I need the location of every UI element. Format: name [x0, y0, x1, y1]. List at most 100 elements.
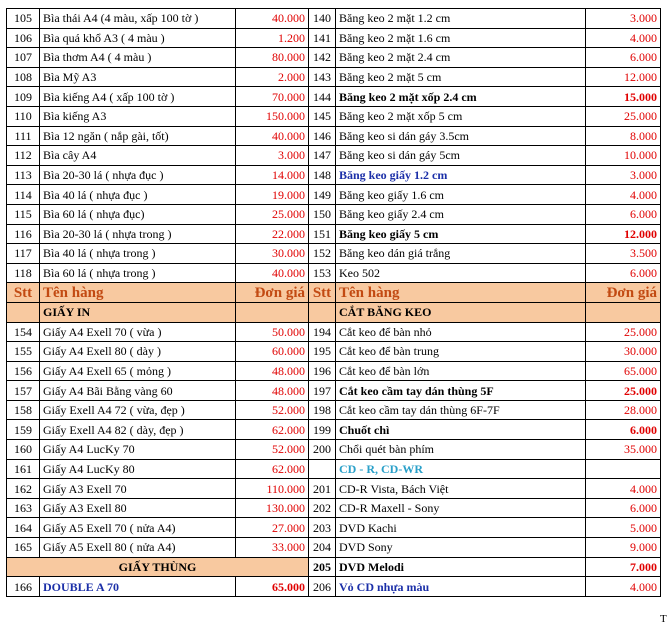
column-header-name: Tên hàng: [335, 282, 586, 303]
item-number: 156: [6, 360, 40, 382]
section-title-giay-in: GIẤY IN: [39, 301, 236, 323]
item-number: 107: [6, 47, 40, 68]
item-number: 159: [6, 419, 40, 441]
item-name: DVD Sony: [335, 537, 586, 558]
item-price: 48.000: [235, 380, 309, 401]
section-spacer: [6, 301, 40, 323]
item-number: 161: [6, 458, 40, 480]
item-price: 14.000: [235, 164, 309, 186]
item-price: 40.000: [235, 8, 309, 29]
item-number: 199: [308, 419, 336, 441]
item-price: 6.000: [585, 47, 661, 68]
item-price: 9.000: [585, 537, 661, 558]
item-number: 163: [6, 497, 40, 519]
item-price: 6.000: [585, 419, 661, 441]
item-name: Keo 502: [335, 262, 586, 284]
item-price: 1.200: [235, 27, 309, 49]
item-name: Bìa 40 lá ( nhựa đục ): [39, 184, 236, 205]
item-name: Băng keo 2 mặt 1.6 cm: [335, 27, 586, 49]
item-price: 22.000: [235, 223, 309, 245]
item-price: 27.000: [235, 517, 309, 539]
item-number: 201: [308, 478, 336, 499]
item-price: 50.000: [235, 321, 309, 343]
item-number: [308, 458, 336, 480]
item-number: 148: [308, 164, 336, 186]
item-number: 143: [308, 66, 336, 88]
item-price: 35.000: [585, 439, 661, 460]
item-price: 4.000: [585, 576, 661, 597]
item-number: 150: [308, 203, 336, 225]
item-price: 7.000: [585, 556, 661, 578]
item-number: 144: [308, 86, 336, 107]
table-row: 166 DOUBLE A 70 65.000 206 Vỏ CD nhựa màu 4.0…: [6, 576, 661, 597]
item-number: 147: [308, 145, 336, 166]
item-price: 62.000: [235, 458, 309, 480]
table-row: 107 Bìa thơm A4 ( 4 màu ) 80.000 142 Băng ke…: [6, 47, 661, 68]
item-name: Giấy A4 Exell 70 ( vừa ): [39, 321, 236, 343]
item-price: 33.000: [235, 537, 309, 558]
item-price: 25.000: [585, 321, 661, 343]
item-number: 158: [6, 399, 40, 421]
item-price: 40.000: [235, 262, 309, 284]
item-price: 25.000: [235, 203, 309, 225]
item-name: Chuốt chì: [335, 419, 586, 441]
item-name: Cắt keo để bàn lớn: [335, 360, 586, 382]
item-name: Cắt keo cầm tay dán thùng 6F-7F: [335, 399, 586, 421]
item-number: 116: [6, 223, 40, 245]
item-name: Băng keo 2 mặt 5 cm: [335, 66, 586, 88]
item-price: 8.000: [585, 125, 661, 147]
item-number: 105: [6, 8, 40, 29]
item-name: Giấy Exell A4 72 ( vừa, đẹp ): [39, 399, 236, 421]
item-number: 111: [6, 125, 40, 147]
item-name: Vỏ CD nhựa màu: [335, 576, 586, 597]
item-name: Bìa kiếng A3: [39, 105, 236, 127]
item-price: 3.500: [585, 243, 661, 264]
table-row: 162 Giấy A3 Exell 70 110.000 201 CD-R Vista,…: [6, 478, 661, 499]
table-row: 111 Bìa 12 ngăn ( nắp gài, tốt) 40.000 146 B…: [6, 125, 661, 147]
section-title-cat-bang-keo: CẮT BĂNG KEO: [335, 301, 586, 323]
item-name: DVD Melodi: [335, 556, 586, 578]
item-price: 6.000: [585, 262, 661, 284]
table-row: 113 Bìa 20-30 lá ( nhựa đục ) 14.000 148 Băn…: [6, 164, 661, 186]
item-price: 10.000: [585, 145, 661, 166]
section-row: GIẤY IN CẮT BĂNG KEO: [6, 301, 661, 323]
item-price: 3.000: [235, 145, 309, 166]
table-row: 165 Giấy A5 Exell 80 ( nửa A4) 33.000 204 DV…: [6, 537, 661, 558]
item-number: 141: [308, 27, 336, 49]
item-price: [585, 458, 661, 480]
section-row: GIẤY THÙNG 205 DVD Melodi 7.000: [6, 556, 661, 578]
item-name: Băng keo giấy 1.2 cm: [335, 164, 586, 186]
item-price: 5.000: [585, 517, 661, 539]
item-price: 12.000: [585, 66, 661, 88]
item-number: 140: [308, 8, 336, 29]
item-name: Giấy A4 LucKy 70: [39, 439, 236, 460]
item-name: Giấy A4 Bãi Bằng vàng 60: [39, 380, 236, 401]
item-number: 118: [6, 262, 40, 284]
item-name: Giấy A4 LucKy 80: [39, 458, 236, 480]
item-name: Băng keo giấy 1.6 cm: [335, 184, 586, 205]
item-name: Băng keo dán giá trắng: [335, 243, 586, 264]
item-name: Bìa 20-30 lá ( nhựa đục ): [39, 164, 236, 186]
item-number: 109: [6, 86, 40, 107]
item-name: Giấy A5 Exell 70 ( nửa A4): [39, 517, 236, 539]
item-price: 65.000: [235, 576, 309, 597]
item-number: 145: [308, 105, 336, 127]
item-number: 146: [308, 125, 336, 147]
item-name: Giấy Exell A4 82 ( dày, đẹp ): [39, 419, 236, 441]
table-row: 105 Bìa thái A4 (4 màu, xấp 100 tờ ) 40.00…: [6, 8, 661, 29]
item-number: 202: [308, 497, 336, 519]
item-number: 149: [308, 184, 336, 205]
item-name: Cắt keo để bàn nhỏ: [335, 321, 586, 343]
item-number: 142: [308, 47, 336, 68]
item-price: 6.000: [585, 497, 661, 519]
table-row: 117 Bìa 40 lá ( nhựa trong ) 30.000 152 Băng…: [6, 243, 661, 264]
item-price: 6.000: [585, 203, 661, 225]
item-number: 117: [6, 243, 40, 264]
table-row: 155 Giấy A4 Exell 80 ( dày ) 60.000 195 Cắt …: [6, 341, 661, 362]
item-number: 164: [6, 517, 40, 539]
item-price: 25.000: [585, 105, 661, 127]
table-row: 163 Giấy A3 Exell 80 130.000 202 CD-R Maxell…: [6, 497, 661, 519]
item-name: DOUBLE A 70: [39, 576, 236, 597]
table-row: 160 Giấy A4 LucKy 70 52.000 200 Chổi quét bà…: [6, 439, 661, 460]
item-number: 153: [308, 262, 336, 284]
